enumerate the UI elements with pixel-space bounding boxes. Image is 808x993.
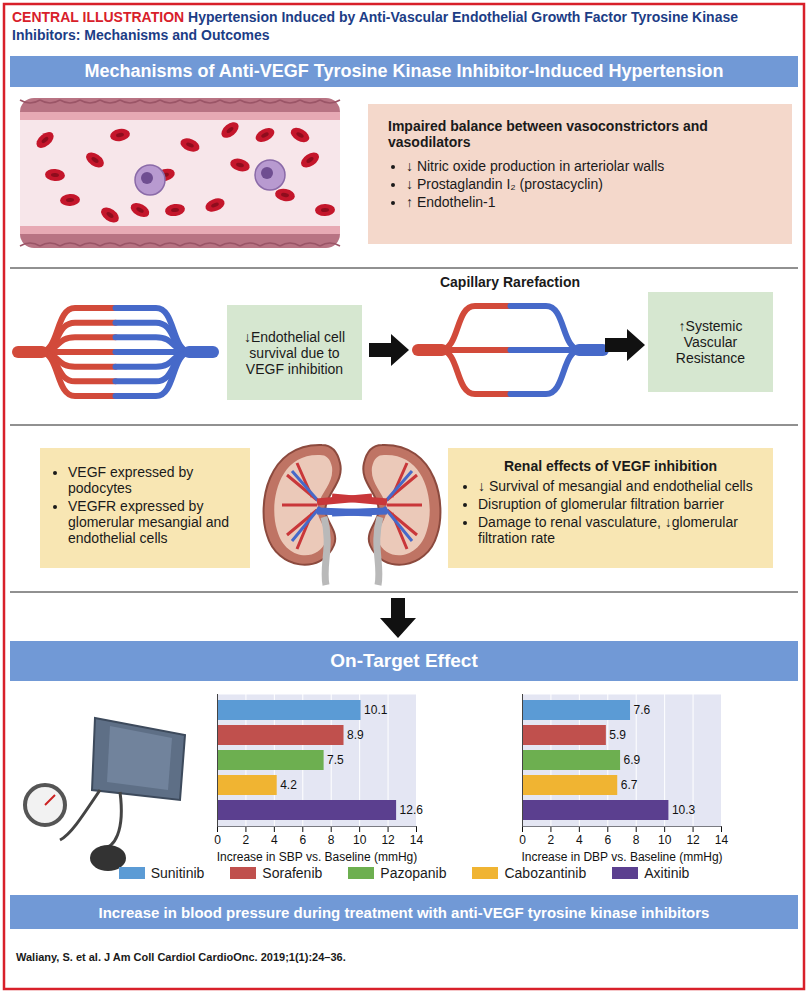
html-text:↓Endothelial cell survival due: ↓Endothelial cell survival due to VEGF i… [243,328,346,377]
html-text:Waliany, S. et al. J Am Coll C: Waliany, S. et al. J Am Coll Cardiol Car… [16,951,346,963]
html-text:↓ Nitric oxide production in a: ↓ Nitric oxide production in arteriolar … [406,158,665,174]
html-text:Renal effects of VEGF inhibiti: Renal effects of VEGF inhibition [503,458,718,474]
svg-text:12: 12 [686,833,700,847]
svg-text:7.5: 7.5 [327,753,344,767]
svg-text:10: 10 [353,833,367,847]
html-text:Sunitinib: Sunitinib [150,865,205,881]
html-text:Impaired balance between vasoc: Impaired balance between vasoconstrictor… [388,118,708,150]
svg-text:Increase in DBP vs. Baseline (: Increase in DBP vs. Baseline (mmHg) [521,850,722,864]
svg-text:4: 4 [271,833,278,847]
svg-text:12.6: 12.6 [400,803,424,817]
svg-text:14: 14 [715,833,729,847]
html-text:Disruption of glomerular filtr: Disruption of glomerular filtration barr… [478,496,724,512]
html-text:Cabozantinib: Cabozantinib [504,865,587,881]
svg-text:8.9: 8.9 [347,728,364,742]
svg-text:6.9: 6.9 [624,753,641,767]
html-text:↑Systemic Vascular Resistance: ↑Systemic Vascular Resistance [675,318,746,366]
svg-text:6.7: 6.7 [621,778,638,792]
html-text:CENTRAL ILLUSTRATION Hypertens: CENTRAL ILLUSTRATION Hypertension Induce… [12,9,738,43]
svg-text:6: 6 [299,833,306,847]
svg-text:8: 8 [633,833,640,847]
html-text:↓ Prostaglandin I₂ (prostacycl: ↓ Prostaglandin I₂ (prostacyclin) [406,176,603,192]
html-text:Axitinib: Axitinib [644,865,690,881]
svg-text:10: 10 [658,833,672,847]
svg-text:6: 6 [604,833,611,847]
html-text:Pazopanib: Pazopanib [380,865,447,881]
html-text:Capillary Rarefaction: Capillary Rarefaction [440,274,580,290]
html-text:VEGFR expressed by glomerular: VEGFR expressed by glomerular mesangial … [68,498,230,546]
html-text:Increase in blood pressure dur: Increase in blood pressure during treatm… [98,903,710,921]
svg-text:10.3: 10.3 [672,803,696,817]
svg-text:4: 4 [576,833,583,847]
svg-text:0: 0 [519,833,526,847]
html-text:On-Target Effect: On-Target Effect [330,650,478,671]
html-text:Damage to renal vasculature, ↓: Damage to renal vasculature, ↓glomerular… [478,514,738,546]
svg-text:2: 2 [243,833,250,847]
svg-text:4.2: 4.2 [280,778,297,792]
svg-text:2: 2 [548,833,555,847]
html-text:↓ Survival of mesangial and en: ↓ Survival of mesangial and endothelial … [478,478,753,494]
html-text:↑ Endothelin-1: ↑ Endothelin-1 [406,194,496,210]
svg-text:5.9: 5.9 [609,728,626,742]
html-text:Sorafenib: Sorafenib [262,865,323,881]
svg-text:14: 14 [410,833,424,847]
html-text:Mechanisms of Anti-VEGF Tyrosi: Mechanisms of Anti-VEGF Tyrosine Kinase … [84,61,724,81]
svg-text:Increase in SBP vs. Baseline (: Increase in SBP vs. Baseline (mmHg) [217,850,418,864]
svg-text:12: 12 [381,833,395,847]
html-text:VEGF expressed by podocytes: VEGF expressed by podocytes [68,464,194,496]
svg-text:10.1: 10.1 [364,703,388,717]
svg-text:0: 0 [214,833,221,847]
svg-text:8: 8 [328,833,335,847]
svg-text:7.6: 7.6 [634,703,651,717]
